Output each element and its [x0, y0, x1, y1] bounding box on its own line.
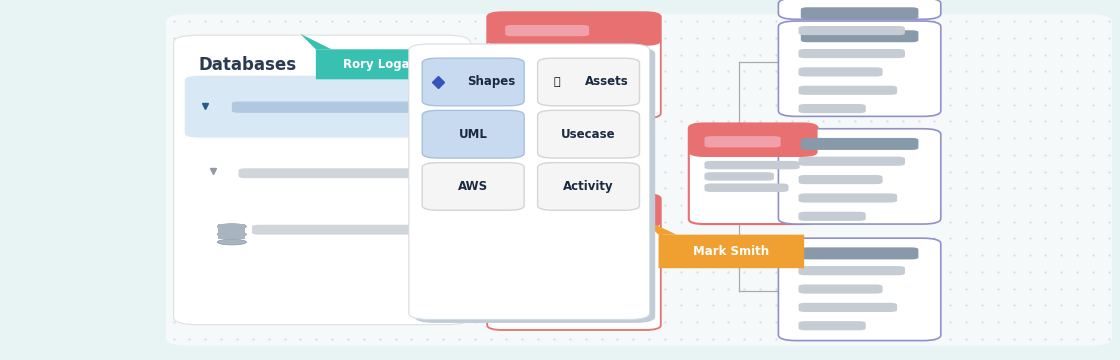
- FancyBboxPatch shape: [799, 321, 866, 330]
- FancyBboxPatch shape: [799, 26, 905, 35]
- FancyBboxPatch shape: [505, 244, 595, 253]
- FancyBboxPatch shape: [704, 136, 781, 148]
- FancyBboxPatch shape: [414, 48, 655, 323]
- FancyBboxPatch shape: [704, 184, 788, 192]
- FancyBboxPatch shape: [505, 62, 600, 71]
- FancyBboxPatch shape: [487, 194, 661, 228]
- FancyBboxPatch shape: [689, 123, 818, 224]
- FancyBboxPatch shape: [355, 126, 422, 135]
- FancyBboxPatch shape: [799, 193, 897, 203]
- FancyBboxPatch shape: [252, 225, 431, 235]
- FancyBboxPatch shape: [799, 284, 883, 294]
- FancyBboxPatch shape: [487, 12, 661, 118]
- FancyBboxPatch shape: [174, 35, 470, 325]
- Polygon shape: [641, 218, 676, 235]
- FancyBboxPatch shape: [218, 231, 245, 239]
- Ellipse shape: [217, 239, 246, 245]
- FancyBboxPatch shape: [538, 58, 640, 106]
- Text: Activity: Activity: [563, 180, 614, 193]
- FancyBboxPatch shape: [799, 86, 897, 95]
- FancyBboxPatch shape: [487, 12, 661, 46]
- FancyBboxPatch shape: [799, 157, 905, 166]
- Text: Usecase: Usecase: [561, 128, 616, 141]
- FancyBboxPatch shape: [799, 67, 883, 76]
- FancyBboxPatch shape: [778, 238, 941, 341]
- FancyBboxPatch shape: [799, 266, 905, 275]
- FancyBboxPatch shape: [185, 76, 459, 138]
- FancyBboxPatch shape: [801, 138, 918, 150]
- FancyBboxPatch shape: [166, 14, 1112, 346]
- FancyBboxPatch shape: [505, 206, 600, 218]
- FancyBboxPatch shape: [505, 74, 617, 83]
- FancyBboxPatch shape: [505, 49, 628, 58]
- FancyBboxPatch shape: [218, 224, 245, 231]
- FancyBboxPatch shape: [704, 172, 774, 181]
- FancyBboxPatch shape: [422, 58, 524, 106]
- FancyBboxPatch shape: [689, 123, 818, 157]
- Text: Mark Smith: Mark Smith: [693, 245, 769, 258]
- FancyBboxPatch shape: [778, 21, 941, 116]
- FancyBboxPatch shape: [538, 111, 640, 158]
- Ellipse shape: [217, 224, 246, 229]
- FancyBboxPatch shape: [422, 163, 524, 210]
- FancyBboxPatch shape: [799, 104, 866, 113]
- FancyBboxPatch shape: [778, 129, 941, 224]
- FancyBboxPatch shape: [799, 212, 866, 221]
- FancyBboxPatch shape: [422, 111, 524, 158]
- FancyBboxPatch shape: [316, 49, 445, 79]
- FancyBboxPatch shape: [799, 303, 897, 312]
- FancyBboxPatch shape: [505, 231, 628, 240]
- FancyBboxPatch shape: [505, 86, 584, 95]
- FancyBboxPatch shape: [778, 0, 941, 19]
- FancyBboxPatch shape: [801, 247, 918, 259]
- Text: 💼: 💼: [553, 77, 560, 87]
- FancyBboxPatch shape: [799, 49, 905, 58]
- FancyBboxPatch shape: [342, 71, 470, 176]
- FancyBboxPatch shape: [239, 168, 418, 178]
- Text: Assets: Assets: [585, 76, 628, 89]
- Text: Databases: Databases: [198, 57, 297, 75]
- FancyBboxPatch shape: [232, 102, 439, 113]
- Ellipse shape: [217, 231, 246, 237]
- FancyBboxPatch shape: [801, 7, 918, 19]
- Polygon shape: [300, 34, 332, 49]
- Text: AWS: AWS: [458, 180, 488, 193]
- FancyBboxPatch shape: [659, 235, 804, 268]
- Text: Shapes: Shapes: [467, 76, 515, 89]
- FancyBboxPatch shape: [801, 30, 918, 42]
- FancyBboxPatch shape: [342, 71, 470, 100]
- FancyBboxPatch shape: [355, 112, 445, 122]
- Text: UML: UML: [459, 128, 487, 141]
- Text: Rory Logan: Rory Logan: [343, 58, 418, 71]
- FancyBboxPatch shape: [538, 163, 640, 210]
- FancyBboxPatch shape: [487, 194, 661, 330]
- FancyBboxPatch shape: [799, 175, 883, 184]
- FancyBboxPatch shape: [505, 25, 589, 36]
- FancyBboxPatch shape: [505, 258, 612, 267]
- FancyBboxPatch shape: [704, 161, 800, 169]
- FancyBboxPatch shape: [409, 44, 650, 319]
